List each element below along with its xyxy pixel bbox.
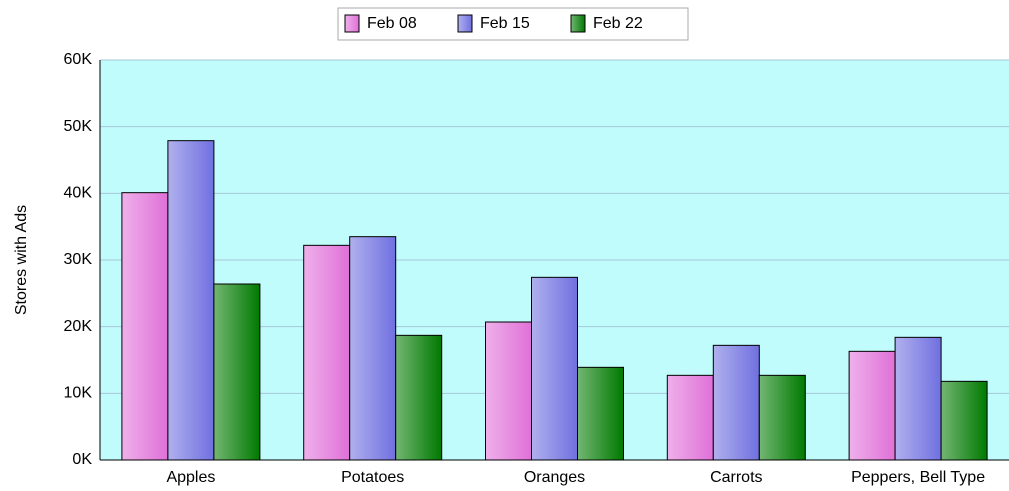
y-tick-label: 30K bbox=[64, 251, 93, 268]
bar bbox=[167, 140, 215, 461]
bar bbox=[531, 276, 578, 461]
bar bbox=[349, 236, 397, 461]
legend-label: Feb 15 bbox=[480, 15, 530, 32]
legend-box bbox=[337, 7, 689, 41]
bar bbox=[395, 334, 443, 461]
legend-label: Feb 22 bbox=[593, 15, 643, 32]
bar bbox=[666, 374, 714, 461]
x-tick-label: Carrots bbox=[710, 469, 762, 486]
y-axis-label: Stores with Ads bbox=[13, 205, 30, 315]
legend-swatch bbox=[570, 14, 586, 33]
y-tick-label: 60K bbox=[64, 51, 93, 68]
y-tick-label: 10K bbox=[64, 385, 93, 402]
legend-swatch bbox=[457, 14, 473, 33]
y-tick-label: 20K bbox=[64, 318, 93, 335]
bar bbox=[848, 350, 896, 461]
x-tick-label: Potatoes bbox=[341, 469, 404, 486]
bar bbox=[577, 366, 624, 461]
bar bbox=[213, 283, 261, 461]
bar bbox=[894, 336, 942, 461]
legend: Feb 08 Feb 15 Feb 22 bbox=[337, 7, 689, 41]
bar bbox=[758, 374, 806, 461]
bar bbox=[485, 321, 532, 461]
y-tick-label: 40K bbox=[64, 185, 93, 202]
legend-label: Feb 08 bbox=[367, 15, 417, 32]
bar bbox=[303, 244, 351, 461]
y-tick-label: 50K bbox=[64, 118, 93, 135]
bar bbox=[940, 380, 988, 461]
y-tick-label: 0K bbox=[72, 451, 92, 468]
legend-swatch bbox=[344, 14, 360, 33]
bar bbox=[712, 344, 760, 461]
x-tick-label: Peppers, Bell Type bbox=[851, 469, 985, 486]
x-tick-label: Apples bbox=[166, 469, 215, 486]
bar bbox=[121, 192, 169, 461]
x-tick-label: Oranges bbox=[524, 469, 585, 486]
